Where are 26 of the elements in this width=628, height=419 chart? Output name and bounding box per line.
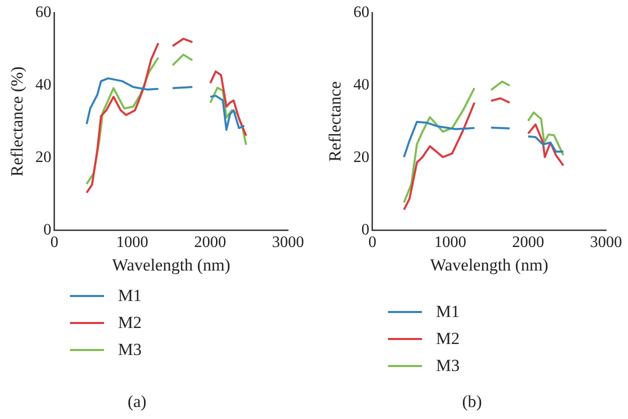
- text: (b): [461, 392, 483, 412]
- x-tick-label: 2000: [194, 234, 226, 252]
- legend-label: M2: [118, 312, 142, 332]
- y-tick-label: 0: [43, 222, 52, 239]
- x-tick-label: 1000: [116, 234, 148, 252]
- legend-label: M3: [118, 340, 142, 360]
- legend-label: M2: [436, 328, 460, 348]
- y-tick-label: 20: [353, 149, 370, 166]
- x-axis-title: Wavelength (nm): [430, 255, 548, 274]
- y-tick-label: 40: [35, 76, 52, 94]
- legend-label: M3: [436, 356, 460, 376]
- legend-label: M1: [436, 302, 460, 322]
- y-axis-title: Reflectance: [326, 81, 345, 162]
- legend-label: M1: [118, 286, 142, 306]
- x-tick-label: 1000: [434, 234, 466, 252]
- y-tick-label: 0: [361, 222, 370, 239]
- x-tick-label: 3000: [272, 234, 304, 252]
- x-tick-label: 3000: [590, 234, 622, 252]
- y-axis-title: Reflectance (%): [8, 66, 27, 176]
- y-tick-label: 40: [353, 76, 370, 94]
- x-tick-label: 2000: [512, 234, 544, 252]
- text: (a): [126, 392, 148, 412]
- y-tick-label: 60: [35, 4, 52, 21]
- x-axis-title: Wavelength (nm): [112, 255, 230, 274]
- y-tick-label: 60: [353, 4, 370, 21]
- y-tick-label: 20: [35, 149, 52, 166]
